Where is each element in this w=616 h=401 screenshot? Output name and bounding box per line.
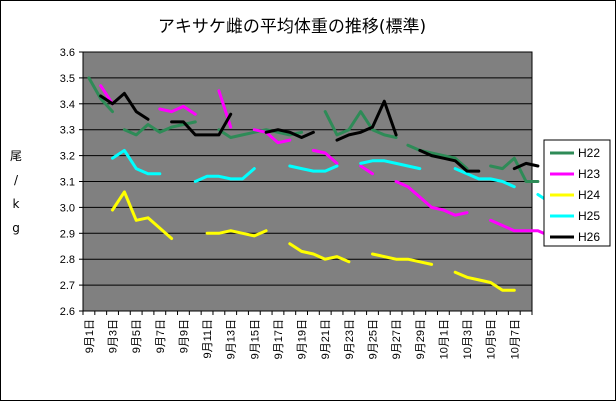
y-tick-label: 3.2 [60,151,75,163]
x-tick-label: 9月15日 [249,319,261,359]
y-tick-label: 2.8 [60,254,75,266]
x-tick-label: 9月1日 [84,319,96,353]
x-tick-label: 9月3日 [108,319,120,353]
series-line [99,91,150,121]
series-line [217,89,233,129]
y-tick-label: 3.3 [60,125,75,137]
y-tick-label: 2.7 [60,280,75,292]
x-tick-label: 9月13日 [226,319,238,359]
series-line [193,167,256,183]
series-line [394,180,469,217]
x-tick-label: 9月29日 [415,319,427,359]
grid-lines [83,77,532,286]
series-line [264,128,315,139]
series-line [335,99,398,142]
series-line [158,104,197,116]
series-line [111,148,162,176]
y-axis-label-char: 尾 [10,149,22,163]
series-line [489,218,552,238]
series-line [359,164,374,176]
series-line [406,143,469,171]
series-line [371,252,434,266]
x-tick-label: 9月23日 [344,319,356,359]
y-axis-label: 尾 / kg [10,149,22,235]
x-tick-label: 9月7日 [155,319,167,353]
series-h25 [111,148,552,204]
y-tick-label: 2.6 [60,306,75,318]
y-axis: 2.6 2.7 2.8 2.9 3.0 3.1 3.2 3.3 3.4 3.5 3.6 [60,47,83,318]
series-line [170,112,233,137]
series-line [111,190,174,240]
x-tick-label: 9月21日 [320,319,332,359]
y-axis-label-char: / [14,173,19,187]
x-tick-label: 9月27日 [391,319,403,359]
series-line [288,242,351,264]
legend-label: H22 [578,146,600,160]
y-axis-label-char: g [12,221,20,235]
legend-box [543,139,611,247]
series-h24 [111,190,516,292]
chart-title: アキサケ雌の平均体重の推移(標準) [158,17,426,37]
x-tick-label: 9月11日 [202,319,214,359]
x-axis: 9月1日 9月3日 9月5日 9月7日 9月9日 9月11日 9月13日 9月15日 9月17日… [82,311,533,359]
series-line [359,159,422,171]
series-line [512,161,540,171]
series-lines [87,76,552,292]
series-line [323,110,398,139]
y-tick-label: 3.1 [60,177,75,189]
x-tick-label: 10月1日 [438,319,450,359]
y-axis-label-char: k [13,197,20,211]
legend-label: H26 [578,230,600,244]
series-line [453,270,516,292]
series-line [122,120,197,137]
series-line [489,156,540,183]
y-tick-label: 2.9 [60,228,75,240]
legend-label: H24 [578,188,600,202]
legend-label: H25 [578,209,600,223]
series-h26 [99,91,540,173]
x-tick-label: 10月7日 [509,319,521,359]
y-tick-label: 3.6 [60,47,75,59]
x-tick-label: 10月3日 [462,319,474,359]
legend: H22 H23 H24 H25 H26 [543,139,611,247]
series-line [288,164,339,173]
y-tick-label: 3.4 [60,99,75,111]
x-tick-label: 9月5日 [131,319,143,353]
y-tick-label: 3.0 [60,202,75,214]
x-tick-label: 9月9日 [178,319,190,353]
x-tick-label: 9月25日 [367,319,379,359]
series-line [311,148,339,165]
series-line [252,128,292,145]
series-line [453,167,516,189]
series-line [205,229,268,238]
x-tick-label: 9月17日 [273,319,285,359]
series-line [87,76,114,114]
series-line [418,148,481,173]
y-tick-label: 3.5 [60,73,75,85]
x-tick-label: 10月5日 [486,319,498,359]
legend-label: H23 [578,167,600,181]
x-tick-label: 9月19日 [297,319,309,359]
